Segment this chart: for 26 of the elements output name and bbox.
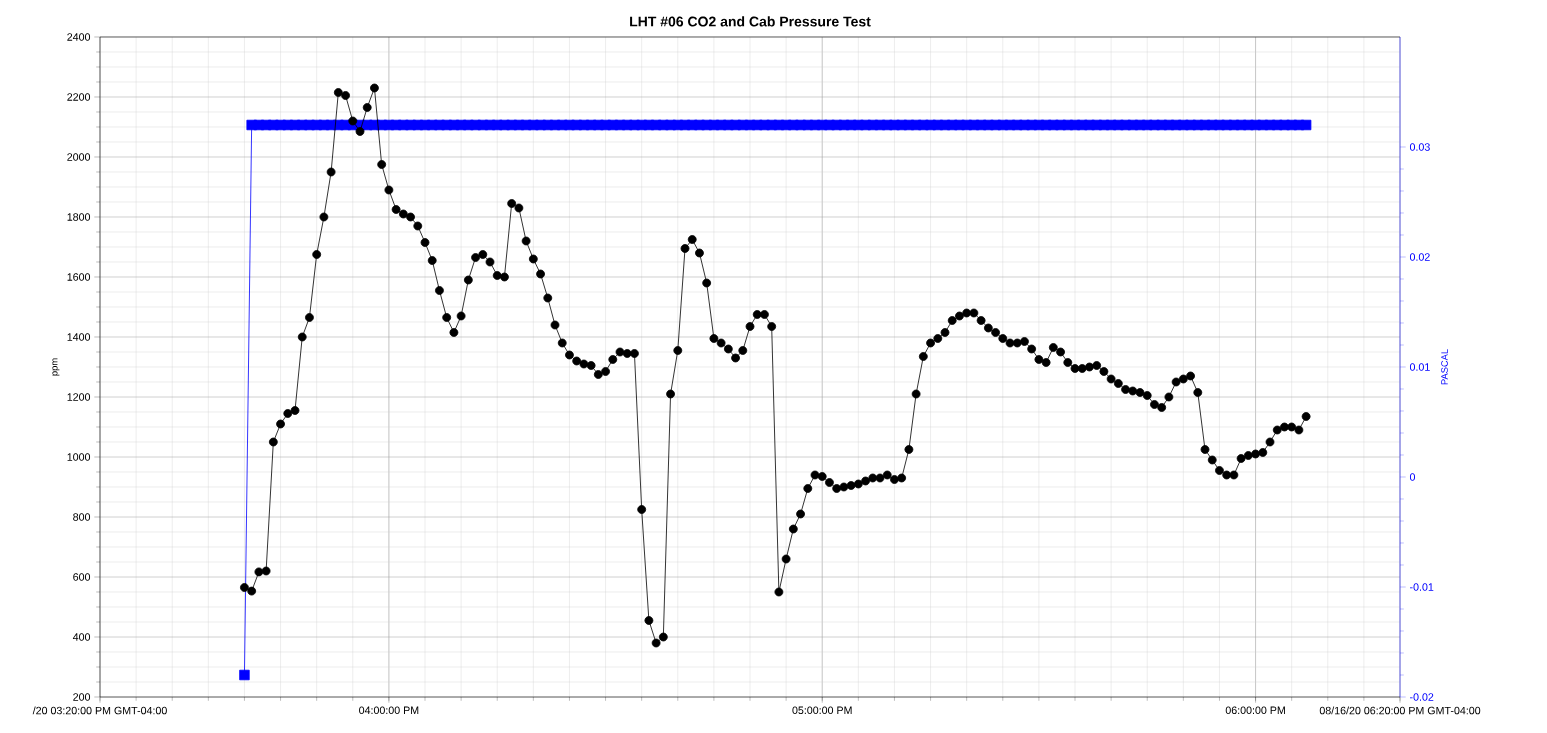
- y-tick-label: 2400: [67, 33, 91, 41]
- y2-axis-title: PASCAL: [1441, 349, 1448, 385]
- x-tick-label: 05:00:00 PM: [792, 706, 852, 715]
- chart-title: LHT #06 CO2 and Cab Pressure Test: [630, 16, 871, 27]
- y-tick-label: 200: [73, 693, 91, 701]
- y2-tick-label: -0.01: [1410, 583, 1434, 591]
- x-tick-label: 04:00:00 PM: [359, 706, 419, 715]
- x-tick-label: /20 03:20:00 PM GMT-04:00: [32, 706, 167, 715]
- y-tick-label: 1000: [67, 453, 91, 461]
- y2-tick-label: -0.02: [1410, 693, 1434, 701]
- y-tick-label: 1400: [67, 333, 91, 341]
- y2-tick-label: 0.01: [1409, 363, 1430, 371]
- y2-tick-label: 0.03: [1409, 143, 1430, 151]
- y-tick-label: 600: [73, 573, 91, 581]
- y-tick-label: 1200: [67, 393, 91, 401]
- y-tick-label: 800: [73, 513, 91, 521]
- y-tick-label: 400: [72, 633, 91, 641]
- x-tick-label: 06:00:00 PM: [1225, 706, 1285, 715]
- y-tick-label: 2200: [67, 93, 91, 101]
- y-tick-label: 2000: [67, 153, 91, 161]
- y-tick-label: 1800: [67, 213, 91, 221]
- x-tick-label: 08/16/20 06:20:00 PM GMT-04:00: [1319, 706, 1481, 715]
- y-axis-title: ppm: [52, 358, 60, 376]
- y2-tick-label: 0.02: [1409, 253, 1430, 261]
- y-tick-label: 1600: [67, 273, 91, 281]
- y2-tick-label: 0: [1409, 473, 1416, 481]
